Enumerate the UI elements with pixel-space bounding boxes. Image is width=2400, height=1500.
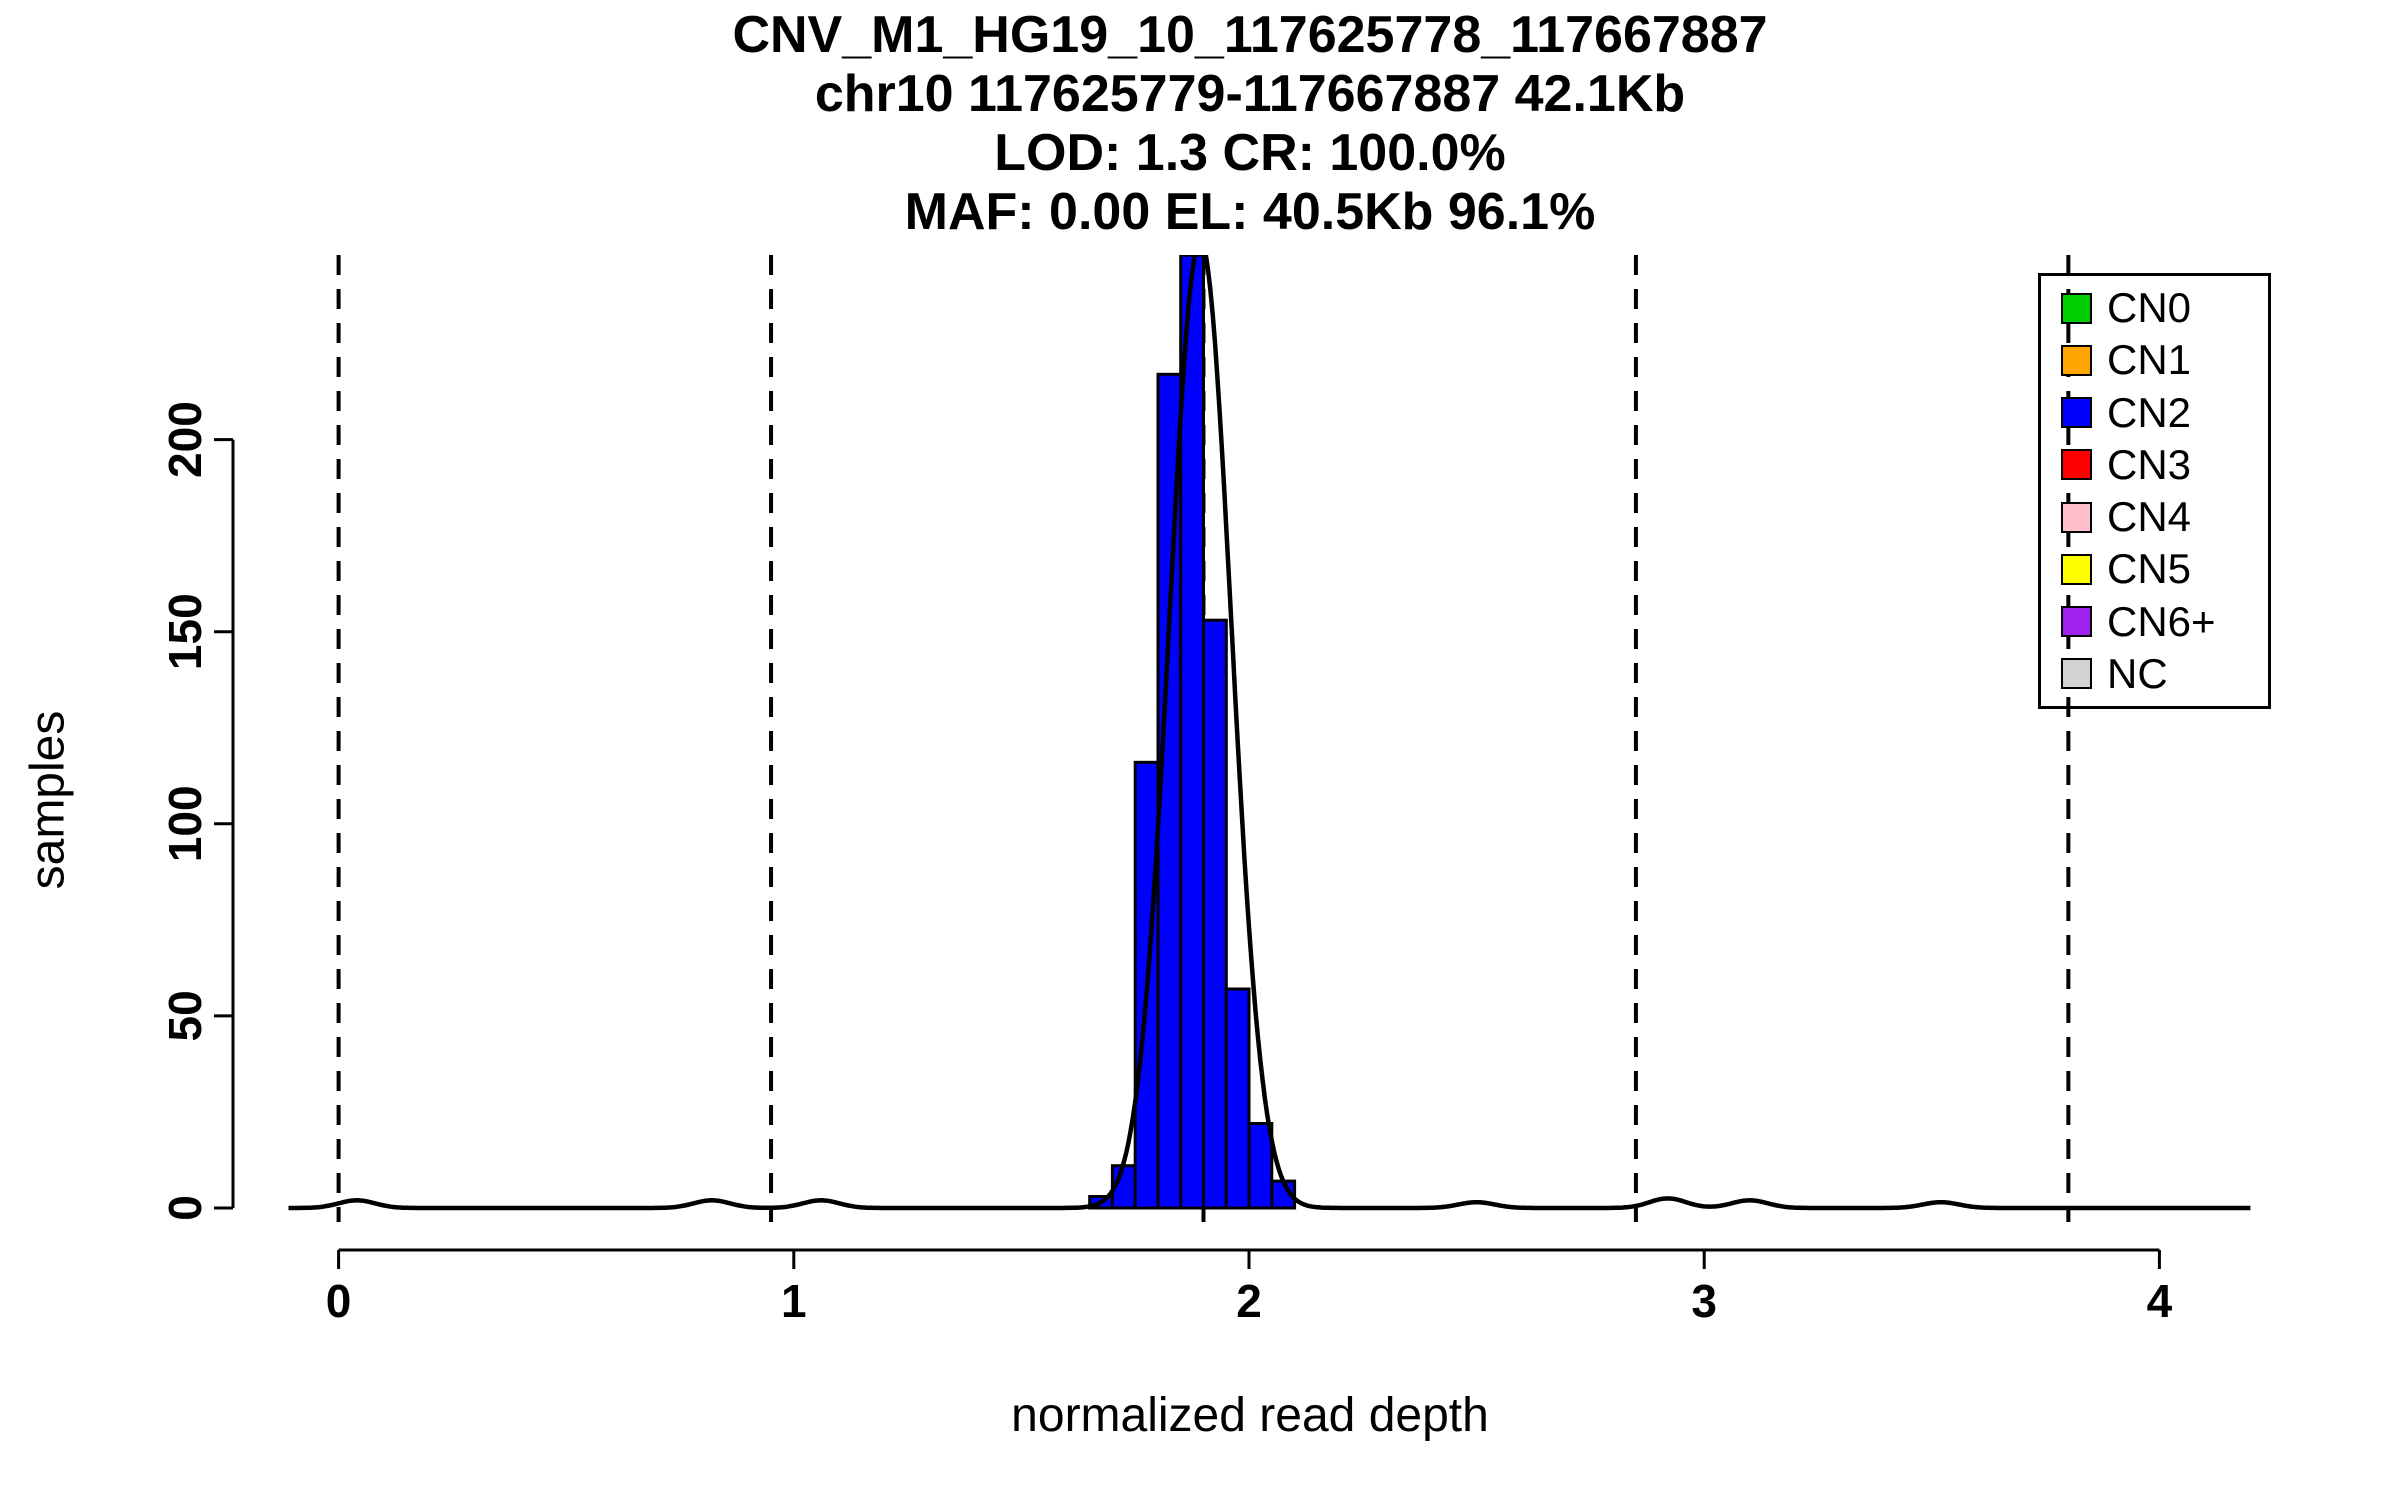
- y-tick-label: 50: [159, 990, 211, 1041]
- y-tick-label: 0: [159, 1195, 211, 1221]
- y-tick-label: 150: [159, 593, 211, 670]
- legend-label: CN6+: [2107, 597, 2216, 645]
- legend-swatch-cn1: [2061, 344, 2092, 376]
- legend-entry: CN5: [2061, 545, 2268, 593]
- legend-label: CN2: [2107, 388, 2192, 436]
- x-tick-label: 2: [1236, 1275, 1262, 1327]
- x-tick-label: 4: [2147, 1275, 2173, 1327]
- legend-label: CN1: [2107, 336, 2192, 384]
- title-line-cnv-id: CNV_M1_HG19_10_117625778_117667887: [732, 6, 1768, 64]
- legend-label: CN3: [2107, 440, 2192, 488]
- histogram-bar: [1247, 1122, 1274, 1210]
- title-line-region: chr10 117625779-117667887 42.1Kb: [814, 65, 1686, 123]
- legend-swatch-cn6plus: [2061, 606, 2092, 638]
- x-axis-label: normalized read depth: [1011, 1389, 1489, 1442]
- y-tick-label: 100: [159, 785, 211, 862]
- legend-swatch-cn3: [2061, 449, 2092, 481]
- legend-entry: CN4: [2061, 493, 2268, 541]
- legend-label: CN4: [2107, 493, 2192, 541]
- legend-entry: CN6+: [2061, 598, 2268, 646]
- x-tick-label: 0: [326, 1275, 352, 1327]
- legend-label: CN5: [2107, 545, 2192, 593]
- histogram-bar: [1224, 987, 1251, 1210]
- title-line-maf-el: MAF: 0.00 EL: 40.5Kb 96.1%: [904, 183, 1596, 241]
- histogram-bars: [1088, 255, 1297, 1210]
- x-tick-label: 3: [1691, 1275, 1717, 1327]
- plot-title: CNV_M1_HG19_10_117625778_117667887 chr10…: [100, 6, 2400, 242]
- x-tick-label: 1: [781, 1275, 807, 1327]
- histogram-bar: [1179, 255, 1205, 1210]
- legend-swatch-cn5: [2061, 553, 2092, 585]
- y-axis-label: samples: [21, 710, 75, 890]
- legend-entry: CN2: [2061, 389, 2268, 437]
- legend: CN0 CN1 CN2 CN3 CN4 CN5 CN6+ NC: [2038, 273, 2271, 709]
- legend-entry: NC: [2061, 650, 2268, 698]
- legend-swatch-cn0: [2061, 292, 2092, 324]
- legend-entry: CN0: [2061, 284, 2268, 332]
- legend-entry: CN1: [2061, 336, 2268, 384]
- legend-label: NC: [2107, 649, 2168, 697]
- legend-swatch-nc: [2061, 658, 2092, 690]
- title-line-lod-cr: LOD: 1.3 CR: 100.0%: [994, 124, 1506, 182]
- legend-label: CN0: [2107, 284, 2192, 332]
- histogram-bar: [1202, 618, 1228, 1210]
- density-curve: [288, 255, 2251, 1211]
- legend-swatch-cn2: [2061, 397, 2092, 429]
- y-tick-label: 200: [159, 401, 211, 478]
- legend-entry: CN3: [2061, 441, 2268, 489]
- legend-swatch-cn4: [2061, 501, 2092, 533]
